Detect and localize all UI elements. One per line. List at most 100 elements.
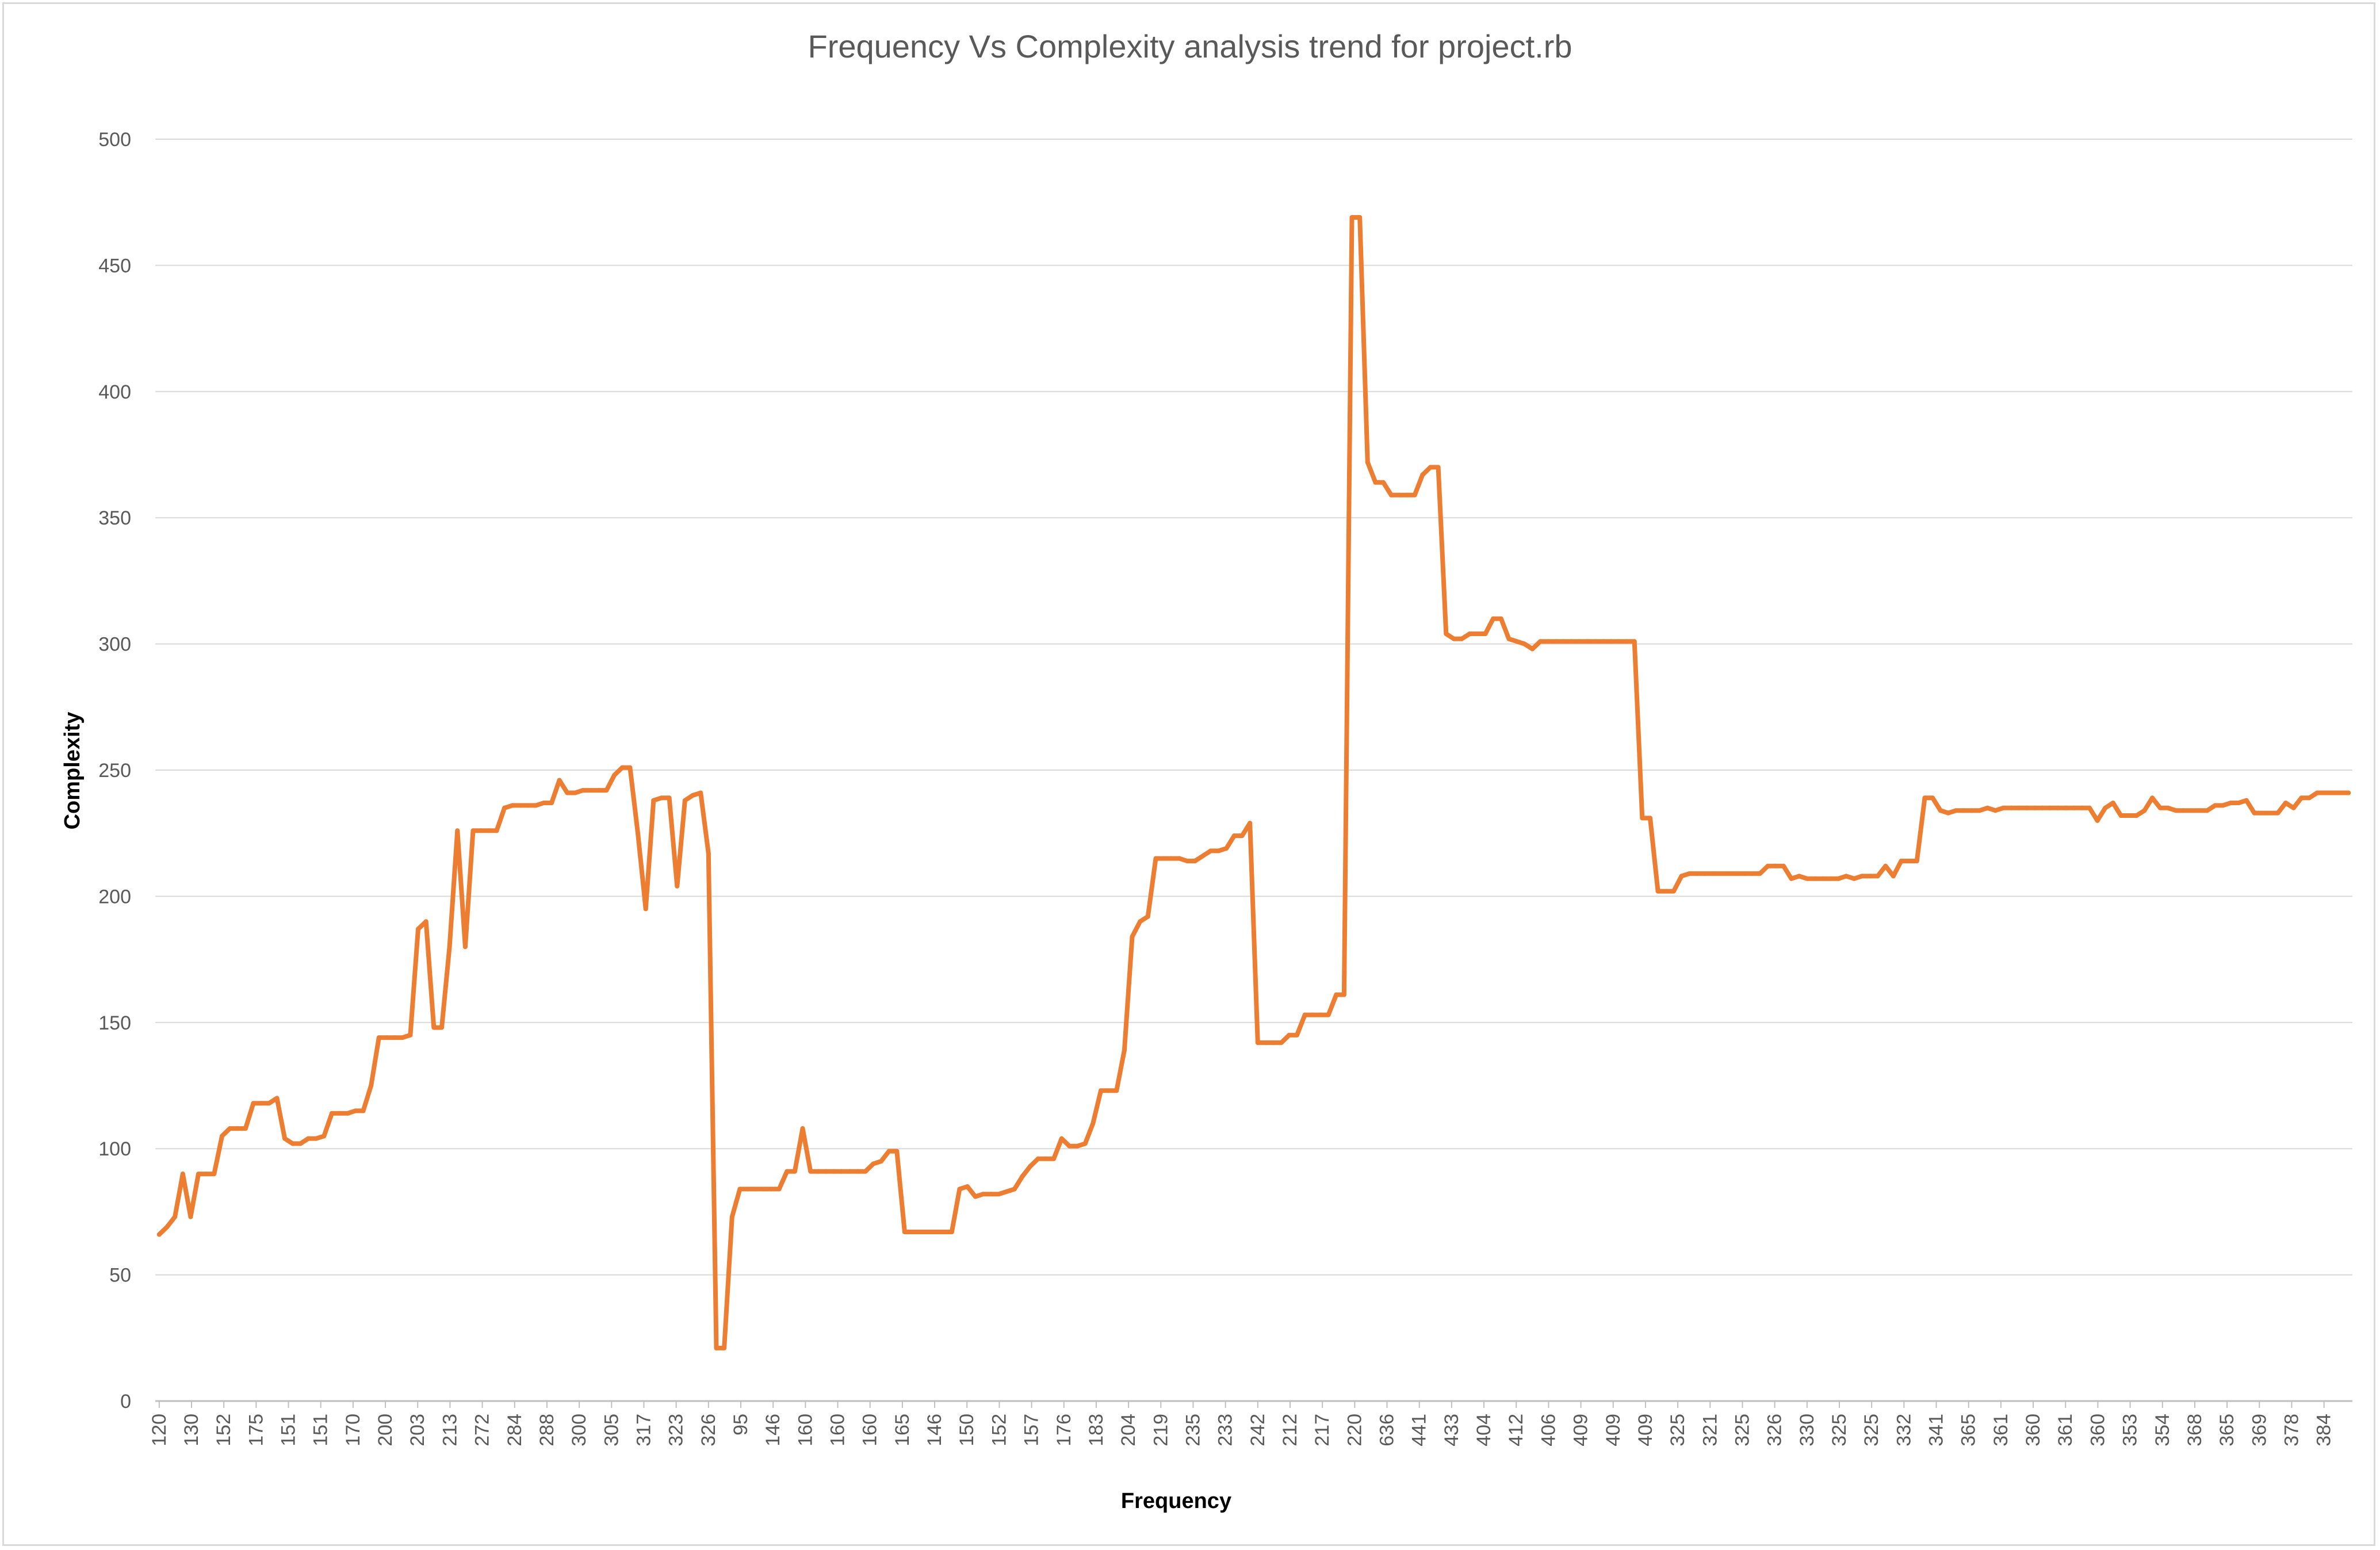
data-point [2103,805,2108,810]
data-point [1875,874,1880,879]
data-point [2189,808,2194,813]
data-point [1922,795,1927,801]
data-point [1812,876,1817,881]
data-point [636,831,640,836]
x-tick-label: 332 [1893,1414,1915,1446]
data-point [455,828,460,833]
x-tick-label: 183 [1085,1414,1107,1446]
data-point [942,1230,947,1234]
x-tick-label: 235 [1182,1414,1204,1446]
data-point [1365,460,1370,465]
data-point [981,1192,986,1197]
x-tick-label: 120 [148,1414,170,1446]
data-point [1341,992,1346,997]
data-point [2165,805,2171,810]
data-point [2032,805,2037,810]
y-tick-label: 250 [98,760,131,782]
y-axis-ticks: 0 50 100 150 200 250 300 350 400 450 500 [98,129,131,1413]
x-tick-label: 326 [1764,1414,1786,1446]
data-point [675,883,680,889]
data-point [1114,1088,1119,1093]
data-point [1624,639,1629,644]
data-point [1231,833,1237,839]
data-point [2181,808,2186,813]
data-point [2236,801,2241,805]
data-point [1483,632,1488,636]
data-point [886,1149,891,1154]
data-point [1099,1088,1103,1093]
x-tick-label: 157 [1021,1414,1043,1446]
data-point [682,798,687,803]
data-point [1914,859,1919,863]
data-point [2008,805,2014,810]
data-point [557,778,562,783]
data-point [235,1126,240,1131]
data-point [832,1169,837,1174]
data-point [1248,821,1253,826]
data-point [1075,1143,1080,1149]
data-point [643,906,648,912]
x-tick-label: 361 [2054,1414,2076,1446]
data-point [1569,639,1574,644]
data-point [776,1187,782,1192]
data-point [518,803,523,808]
data-point [2040,805,2045,810]
data-point [1381,480,1386,485]
data-point [502,805,507,810]
data-point [1711,871,1716,876]
data-point [423,919,428,924]
x-tick-label: 317 [633,1414,655,1446]
data-point [1153,856,1158,861]
data-point [1750,871,1755,876]
data-point [1122,1048,1127,1053]
data-point [274,1096,280,1101]
data-point [580,788,586,793]
data-point [1145,914,1150,919]
x-tick-label: 378 [2280,1414,2302,1446]
x-tick-label: 325 [1828,1414,1850,1446]
data-point [1718,871,1723,876]
data-point [1506,636,1512,641]
data-point [2307,795,2312,801]
data-point [1020,1174,1025,1179]
data-point [1279,1040,1284,1045]
data-point [769,1187,774,1192]
data-point [220,1134,224,1139]
data-point [949,1230,954,1234]
data-point [2291,805,2296,810]
data-point [973,1194,978,1199]
data-point [439,1025,444,1030]
data-point [1883,863,1888,868]
x-tick-label: 288 [536,1414,558,1446]
data-point [1961,808,1966,813]
data-point [494,828,499,833]
data-point [1773,863,1778,868]
data-point [1302,1012,1307,1017]
data-point [2157,805,2163,810]
data-point [298,1141,303,1146]
data-point [1357,215,1363,220]
data-point [1687,871,1692,876]
data-point [2205,808,2210,813]
data-point [2314,790,2320,795]
data-point [2252,810,2257,816]
data-point [1130,934,1135,939]
x-tick-label: 200 [374,1414,396,1446]
data-point [1977,808,1982,813]
x-tick-label: 354 [2152,1414,2174,1446]
data-point [902,1230,907,1234]
data-point [173,1214,178,1219]
data-point [1836,876,1841,881]
data-point [2228,801,2233,805]
data-point [2134,813,2139,818]
data-point [1082,1141,1088,1146]
data-point [1969,808,1975,813]
series-line [156,215,2351,1350]
data-point [1820,876,1826,881]
x-tick-label: 160 [859,1414,881,1446]
data-point [384,1035,389,1040]
data-point [2048,805,2053,810]
data-point [1200,854,1206,859]
y-tick-label: 400 [98,381,131,403]
x-tick-label: 160 [794,1414,816,1446]
